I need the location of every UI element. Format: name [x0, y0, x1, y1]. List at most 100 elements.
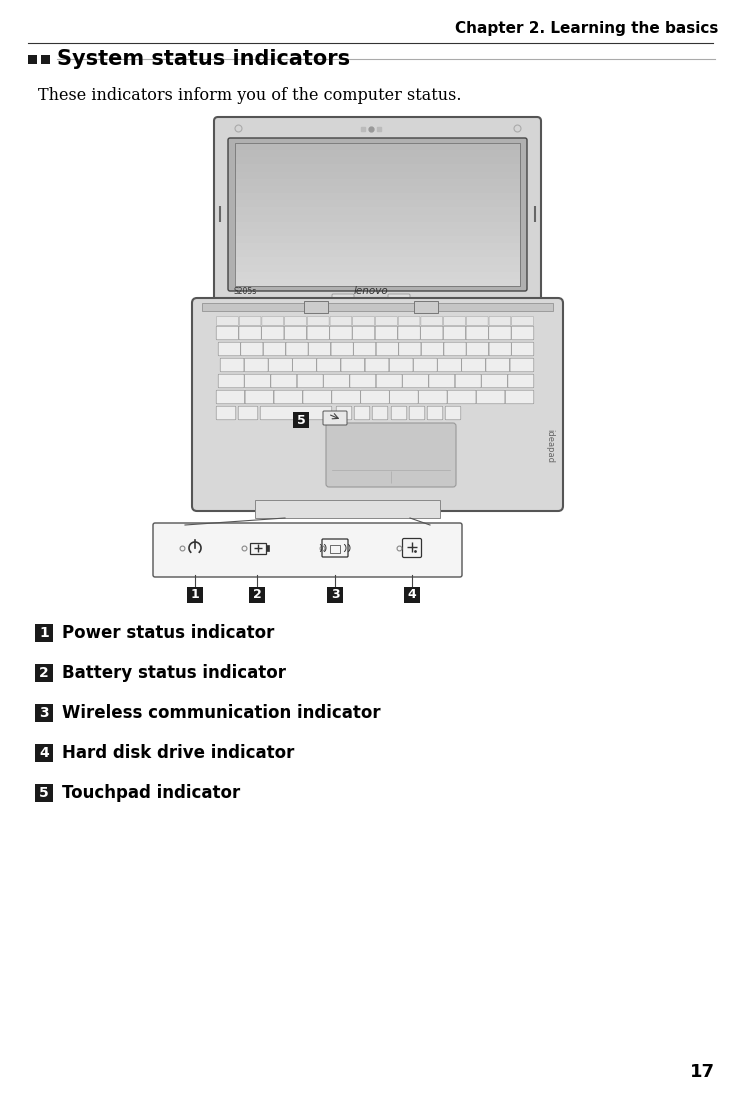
FancyBboxPatch shape: [262, 317, 284, 325]
FancyBboxPatch shape: [244, 374, 270, 388]
FancyBboxPatch shape: [392, 406, 407, 420]
FancyBboxPatch shape: [271, 374, 296, 388]
FancyBboxPatch shape: [467, 317, 488, 325]
FancyBboxPatch shape: [285, 326, 307, 340]
FancyBboxPatch shape: [216, 390, 244, 404]
FancyBboxPatch shape: [505, 390, 533, 404]
Bar: [235, 271, 520, 279]
FancyBboxPatch shape: [399, 342, 421, 356]
FancyBboxPatch shape: [192, 298, 563, 511]
Bar: [28, 54, 37, 64]
FancyBboxPatch shape: [326, 422, 456, 488]
FancyBboxPatch shape: [421, 317, 443, 325]
FancyBboxPatch shape: [375, 326, 398, 340]
FancyBboxPatch shape: [511, 326, 533, 340]
FancyBboxPatch shape: [489, 326, 511, 340]
Bar: [235, 278, 520, 286]
FancyBboxPatch shape: [268, 358, 292, 372]
Bar: [266, 545, 269, 552]
FancyBboxPatch shape: [239, 326, 262, 340]
Bar: [235, 214, 520, 222]
Bar: [235, 157, 520, 164]
Bar: [235, 143, 520, 286]
Bar: [235, 257, 520, 265]
Text: S205s: S205s: [233, 287, 256, 296]
FancyBboxPatch shape: [245, 390, 273, 404]
Bar: [235, 221, 520, 228]
Text: System status indicators: System status indicators: [57, 49, 350, 69]
FancyBboxPatch shape: [508, 374, 533, 388]
Bar: [235, 264, 520, 271]
Bar: [35, 704, 53, 722]
Bar: [187, 587, 203, 603]
FancyBboxPatch shape: [486, 358, 510, 372]
FancyBboxPatch shape: [285, 317, 306, 325]
FancyBboxPatch shape: [398, 326, 421, 340]
FancyBboxPatch shape: [274, 390, 302, 404]
Bar: [404, 587, 420, 603]
FancyBboxPatch shape: [421, 326, 443, 340]
Text: 1: 1: [191, 589, 199, 601]
Text: Hard disk drive indicator: Hard disk drive indicator: [62, 745, 294, 762]
FancyBboxPatch shape: [418, 390, 447, 404]
FancyBboxPatch shape: [354, 406, 370, 420]
FancyBboxPatch shape: [218, 342, 241, 356]
Bar: [35, 664, 53, 682]
FancyBboxPatch shape: [228, 138, 527, 291]
FancyBboxPatch shape: [216, 317, 239, 325]
FancyBboxPatch shape: [244, 358, 268, 372]
FancyBboxPatch shape: [489, 317, 510, 325]
Text: Power status indicator: Power status indicator: [62, 624, 274, 642]
Text: Wireless communication indicator: Wireless communication indicator: [62, 704, 380, 722]
FancyBboxPatch shape: [376, 342, 398, 356]
Bar: [304, 301, 328, 313]
Text: 1: 1: [39, 627, 49, 640]
FancyBboxPatch shape: [330, 326, 352, 340]
Bar: [250, 543, 266, 554]
Bar: [235, 164, 520, 172]
FancyBboxPatch shape: [512, 342, 533, 356]
Text: 2: 2: [39, 666, 49, 681]
Bar: [235, 142, 520, 150]
Text: Touchpad indicator: Touchpad indicator: [62, 784, 240, 802]
FancyBboxPatch shape: [467, 342, 489, 356]
FancyBboxPatch shape: [461, 358, 485, 372]
FancyBboxPatch shape: [444, 326, 466, 340]
Text: 3: 3: [39, 706, 49, 720]
Bar: [255, 500, 440, 518]
FancyBboxPatch shape: [375, 317, 398, 325]
FancyBboxPatch shape: [361, 390, 389, 404]
FancyBboxPatch shape: [403, 374, 429, 388]
FancyBboxPatch shape: [332, 295, 354, 304]
FancyBboxPatch shape: [421, 342, 444, 356]
Bar: [235, 228, 520, 236]
Text: Chapter 2. Learning the basics: Chapter 2. Learning the basics: [455, 21, 718, 36]
FancyBboxPatch shape: [239, 317, 261, 325]
FancyBboxPatch shape: [293, 358, 317, 372]
Bar: [330, 545, 340, 553]
FancyBboxPatch shape: [308, 317, 329, 325]
FancyBboxPatch shape: [153, 523, 462, 577]
FancyBboxPatch shape: [332, 390, 360, 404]
FancyBboxPatch shape: [216, 326, 239, 340]
Bar: [235, 171, 520, 179]
Bar: [414, 301, 438, 313]
FancyBboxPatch shape: [510, 358, 533, 372]
FancyBboxPatch shape: [445, 406, 461, 420]
Bar: [35, 745, 53, 762]
FancyBboxPatch shape: [307, 326, 329, 340]
FancyBboxPatch shape: [376, 374, 402, 388]
Text: 4: 4: [39, 746, 49, 760]
FancyBboxPatch shape: [438, 358, 461, 372]
FancyBboxPatch shape: [389, 358, 413, 372]
Text: ideapad: ideapad: [545, 429, 554, 463]
FancyBboxPatch shape: [262, 326, 284, 340]
Bar: [235, 249, 520, 257]
FancyBboxPatch shape: [512, 317, 533, 325]
FancyBboxPatch shape: [239, 406, 258, 420]
FancyBboxPatch shape: [353, 317, 374, 325]
FancyBboxPatch shape: [354, 342, 376, 356]
FancyBboxPatch shape: [317, 358, 340, 372]
Bar: [235, 193, 520, 201]
FancyBboxPatch shape: [427, 406, 443, 420]
